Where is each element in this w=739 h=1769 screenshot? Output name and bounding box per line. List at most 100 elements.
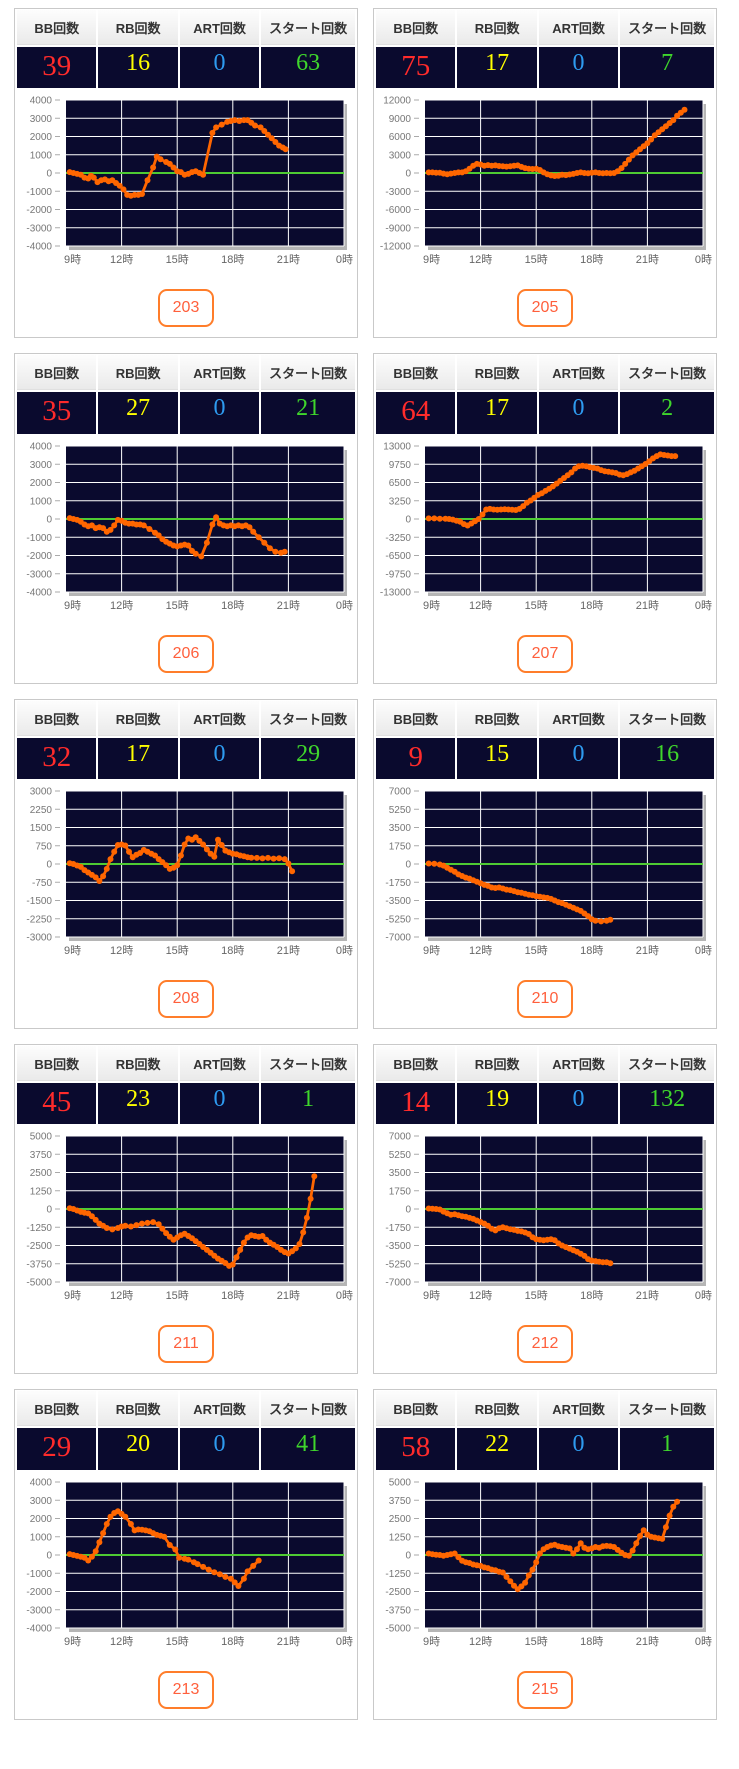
machine-number-badge[interactable]: 212	[516, 1325, 574, 1364]
payout-chart-svg: 5000 3750 2500 1250 0 -1250 -2500 -3750 -5000 9時 1…	[26, 1132, 353, 1303]
bb-count-header: BB回数	[17, 1391, 97, 1427]
svg-text:12時: 12時	[110, 1289, 133, 1302]
stats-table: BB回数 RB回数 ART回数 スタート回数 14 19 0 132	[376, 1046, 714, 1125]
start-count-header: スタート回数	[620, 10, 714, 45]
start-count-header: スタート回数	[261, 1391, 355, 1427]
svg-text:9時: 9時	[423, 1635, 440, 1648]
svg-text:21時: 21時	[277, 1289, 300, 1302]
svg-text:4000: 4000	[30, 1477, 53, 1488]
svg-text:21時: 21時	[636, 599, 659, 612]
svg-text:-2500: -2500	[385, 1587, 411, 1598]
svg-text:0: 0	[405, 860, 411, 871]
svg-text:5250: 5250	[389, 805, 412, 816]
svg-text:15時: 15時	[166, 944, 189, 957]
svg-text:0時: 0時	[695, 1635, 712, 1648]
start-count-value: 1	[620, 1428, 714, 1470]
svg-text:-5000: -5000	[26, 1278, 52, 1289]
machine-panel: BB回数 RB回数 ART回数 スタート回数 58 22 0 1 5000 375…	[373, 1389, 717, 1720]
start-count-header: スタート回数	[261, 10, 355, 45]
art-count-header: ART回数	[538, 1391, 619, 1427]
stats-table: BB回数 RB回数 ART回数 スタート回数 32 17 0 29	[17, 700, 355, 780]
art-count-header: ART回数	[538, 700, 619, 736]
bb-count-header: BB回数	[376, 1391, 456, 1427]
svg-text:0時: 0時	[336, 599, 353, 612]
svg-text:5250: 5250	[389, 1150, 412, 1161]
svg-text:18時: 18時	[580, 599, 603, 612]
machine-panel: BB回数 RB回数 ART回数 スタート回数 39 16 0 63 4000 30…	[14, 8, 358, 339]
svg-text:0時: 0時	[695, 253, 712, 266]
machine-number-badge[interactable]: 208	[157, 980, 215, 1019]
svg-text:18時: 18時	[580, 1635, 603, 1648]
svg-text:3500: 3500	[389, 1168, 412, 1179]
art-count-value: 0	[538, 1428, 619, 1470]
rb-count-header: RB回数	[457, 1046, 537, 1082]
bb-count-header: BB回数	[376, 1046, 456, 1082]
machine-number-badge[interactable]: 205	[516, 289, 574, 328]
svg-text:-1750: -1750	[385, 878, 411, 889]
payout-line-chart: 5000 3750 2500 1250 0 -1250 -2500 -3750 -5000 9時 1…	[376, 1477, 714, 1655]
payout-line-chart: 4000 3000 2000 1000 0 -1000 -2000 -3000 -4000 9時 1…	[17, 95, 355, 273]
svg-text:21時: 21時	[636, 944, 659, 957]
svg-text:-2000: -2000	[26, 551, 52, 562]
svg-text:0時: 0時	[336, 1635, 353, 1648]
svg-text:-12000: -12000	[380, 242, 412, 253]
art-count-value: 0	[538, 47, 619, 89]
bb-count-header: BB回数	[17, 10, 97, 45]
svg-text:15時: 15時	[525, 1289, 548, 1302]
start-count-header: スタート回数	[620, 1046, 714, 1082]
bb-count-header: BB回数	[376, 355, 456, 391]
svg-text:12時: 12時	[469, 1289, 492, 1302]
start-count-header: スタート回数	[261, 700, 355, 736]
svg-text:-1000: -1000	[26, 532, 52, 543]
svg-text:-4000: -4000	[26, 242, 52, 253]
svg-text:-3000: -3000	[26, 224, 52, 235]
machine-number-badge[interactable]: 213	[157, 1670, 215, 1709]
machine-number-badge[interactable]: 203	[157, 289, 215, 328]
svg-text:3000: 3000	[30, 787, 53, 798]
bb-count-value: 29	[17, 1428, 97, 1470]
payout-chart-svg: 3000 2250 1500 750 0 -750 -1500 -2250 -3000 9時 12時…	[26, 787, 353, 958]
svg-text:12時: 12時	[469, 599, 492, 612]
start-count-value: 29	[261, 737, 355, 780]
bb-count-header: BB回数	[17, 355, 97, 391]
rb-count-header: RB回数	[457, 10, 537, 45]
machine-panel: BB回数 RB回数 ART回数 スタート回数 32 17 0 29 3000 22…	[14, 698, 358, 1030]
bb-count-value: 58	[376, 1428, 456, 1470]
svg-text:1750: 1750	[389, 841, 412, 852]
machine-panel: BB回数 RB回数 ART回数 スタート回数 14 19 0 132 7000 5…	[373, 1044, 717, 1375]
start-count-header: スタート回数	[261, 355, 355, 391]
art-count-value: 0	[179, 1428, 260, 1470]
svg-text:-6000: -6000	[385, 205, 411, 216]
payout-line-chart: 5000 3750 2500 1250 0 -1250 -2500 -3750 -5000 9時 1…	[17, 1131, 355, 1309]
svg-text:9000: 9000	[389, 114, 412, 125]
machine-number-badge[interactable]: 210	[516, 980, 574, 1019]
machine-number-badge[interactable]: 207	[516, 634, 574, 673]
machine-number-badge[interactable]: 211	[158, 1325, 214, 1364]
svg-text:-9750: -9750	[385, 569, 411, 580]
svg-text:3000: 3000	[30, 459, 53, 470]
badge-row: 213	[17, 1670, 355, 1709]
art-count-value: 0	[179, 47, 260, 89]
rb-count-header: RB回数	[98, 10, 178, 45]
svg-text:7000: 7000	[389, 1132, 412, 1143]
svg-text:0: 0	[405, 1550, 411, 1561]
svg-text:-3000: -3000	[26, 933, 52, 944]
svg-text:-7000: -7000	[385, 933, 411, 944]
svg-text:0時: 0時	[695, 1289, 712, 1302]
payout-line-chart: 12000 9000 6000 3000 0 -3000 -6000 -9000 -12000 9…	[376, 95, 714, 273]
machine-number-badge[interactable]: 206	[157, 634, 215, 673]
svg-text:12時: 12時	[469, 253, 492, 266]
svg-text:13000: 13000	[383, 441, 411, 452]
svg-text:1000: 1000	[30, 151, 53, 162]
svg-text:3250: 3250	[389, 496, 412, 507]
svg-text:9時: 9時	[64, 253, 81, 266]
svg-text:-3500: -3500	[385, 1241, 411, 1252]
svg-text:15時: 15時	[166, 253, 189, 266]
svg-text:0: 0	[405, 1205, 411, 1216]
svg-text:2000: 2000	[30, 132, 53, 143]
svg-text:9時: 9時	[64, 1635, 81, 1648]
machine-number-badge[interactable]: 215	[516, 1670, 574, 1709]
svg-text:1250: 1250	[389, 1532, 412, 1543]
svg-text:4000: 4000	[30, 96, 53, 107]
bb-count-header: BB回数	[17, 700, 97, 736]
